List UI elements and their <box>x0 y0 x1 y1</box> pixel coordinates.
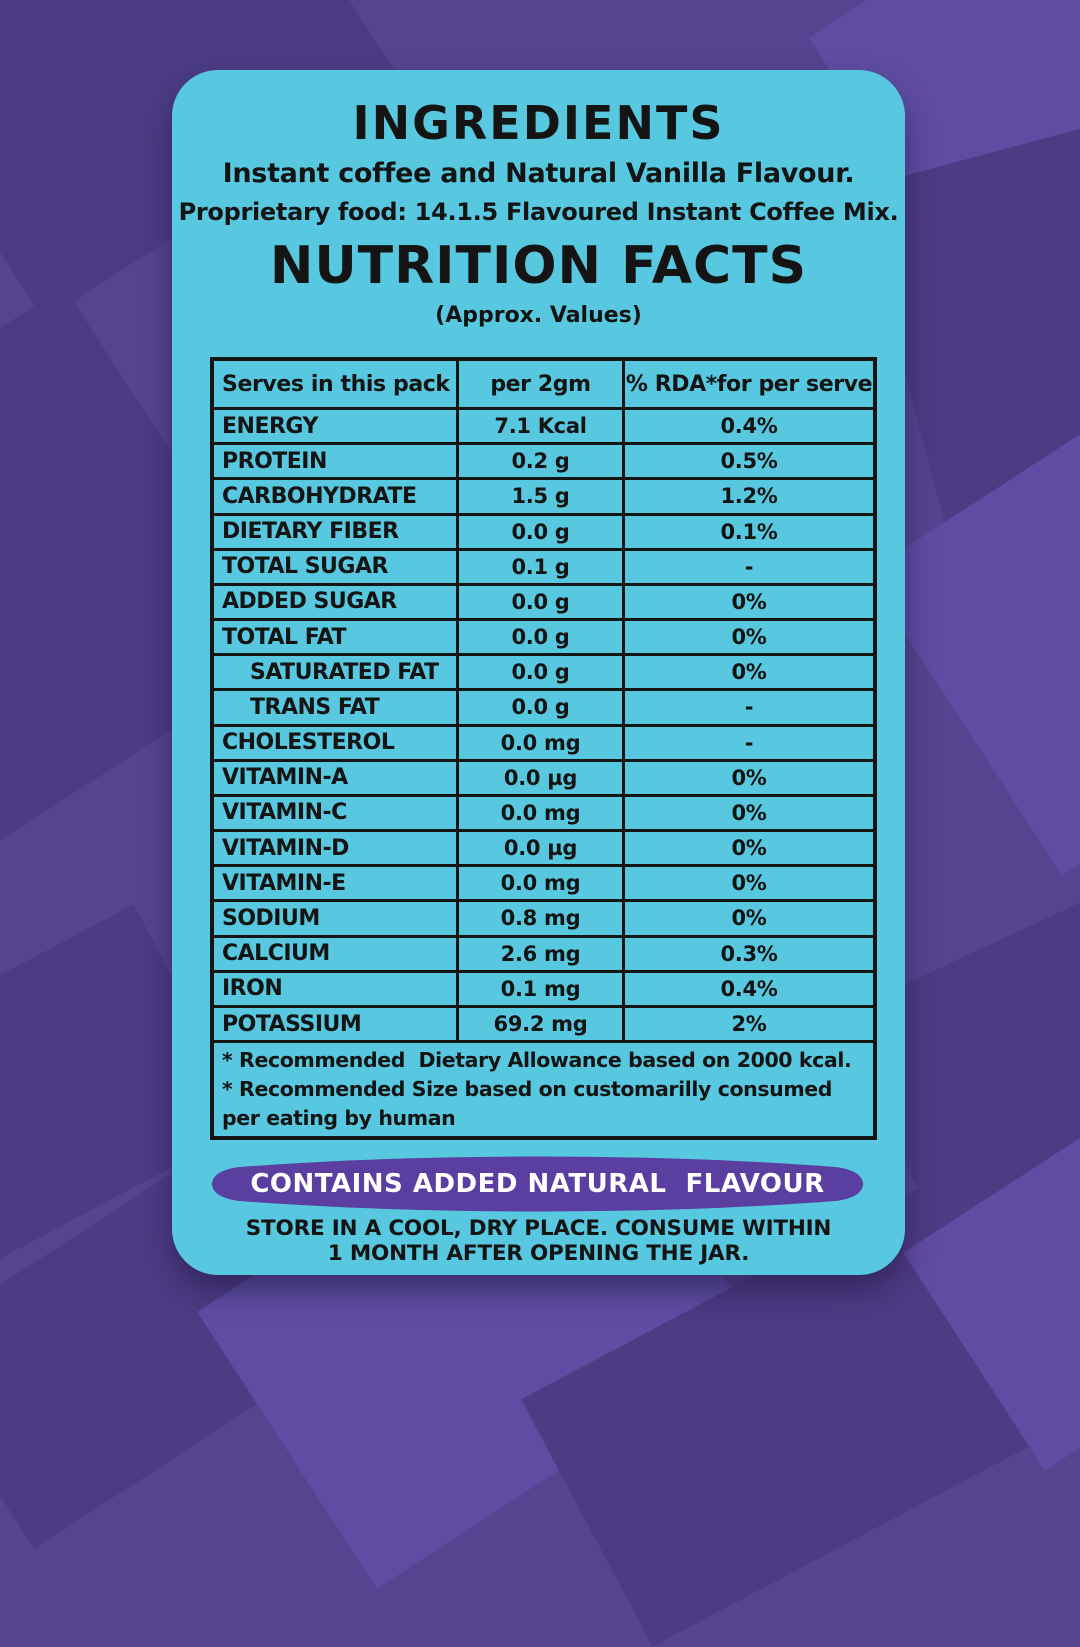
table-row: CALCIUM 2.6 mg 0.3% <box>214 934 873 970</box>
nutrient-value: 7.1 Kcal <box>459 410 625 443</box>
table-row: SODIUM 0.8 mg 0% <box>214 899 873 935</box>
header-serves: Serves in this pack <box>214 361 459 407</box>
table-row: DIETARY FIBER 0.0 g 0.1% <box>214 512 873 548</box>
nutrient-value: 0.0 g <box>459 515 625 548</box>
table-row: VITAMIN-E 0.0 mg 0% <box>214 864 873 900</box>
table-row: SATURATED FAT 0.0 g 0% <box>214 653 873 689</box>
table-row: VITAMIN-A 0.0 µg 0% <box>214 758 873 794</box>
banner-lens-shape <box>212 1156 863 1212</box>
nutrient-label: TOTAL FAT <box>214 621 459 654</box>
nutrient-value: 0.0 g <box>459 585 625 619</box>
nutrient-value: 2.6 mg <box>459 937 625 970</box>
table-footnote: * Recommended Dietary Allowance based on… <box>222 1048 852 1073</box>
nutrient-value: 0.1 g <box>459 550 625 583</box>
nutrient-rda: 0% <box>731 871 767 896</box>
nutrient-label: PROTEIN <box>214 445 459 478</box>
table-header-row: Serves in this pack per 2gm % RDA*for pe… <box>214 361 873 407</box>
table-row: POTASSIUM 69.2 mg 2% <box>214 1004 873 1041</box>
header-per-2gm: per 2gm <box>459 361 625 407</box>
nutrition-facts-title: NUTRITION FACTS <box>269 236 808 296</box>
table-row: ADDED SUGAR 0.0 g 0% <box>214 582 873 619</box>
nutrient-value: 0.1 mg <box>459 972 625 1005</box>
nutrient-rda: 0.4% <box>720 414 778 439</box>
table-row: ENERGY 7.1 Kcal 0.4% <box>214 407 873 443</box>
nutrient-label: ADDED SUGAR <box>214 585 459 619</box>
ingredients-title: INGREDIENTS <box>352 96 725 150</box>
table-footnote: * Recommended Size based on customarilly… <box>222 1077 839 1131</box>
nutrient-rda: 0% <box>731 589 767 614</box>
table-row: CARBOHYDRATE 1.5 g 1.2% <box>214 477 873 513</box>
nutrient-rda: 0% <box>731 625 767 650</box>
nutrient-rda: 0% <box>731 765 767 790</box>
table-row: VITAMIN-C 0.0 mg 0% <box>214 793 873 830</box>
nutrient-value: 0.0 mg <box>459 867 625 900</box>
nutrient-value: 0.2 g <box>459 445 625 478</box>
table-footnotes: * Recommended Dietary Allowance based on… <box>214 1040 873 1136</box>
nutrient-label: VITAMIN-A <box>214 761 459 794</box>
nutrient-label: CARBOHYDRATE <box>214 480 459 513</box>
added-flavour-banner: CONTAINS ADDED NATURAL FLAVOUR <box>206 1152 869 1216</box>
nutrient-rda: 0.1% <box>720 519 778 544</box>
storage-note-line1: STORE IN A COOL, DRY PLACE. CONSUME WITH… <box>245 1216 832 1241</box>
table-row: PROTEIN 0.2 g 0.5% <box>214 442 873 478</box>
nutrient-label: TOTAL SUGAR <box>214 550 459 583</box>
nutrient-rda: 1.2% <box>720 484 778 509</box>
nutrient-value: 0.0 g <box>459 621 625 654</box>
nutrient-value: 0.0 µg <box>459 761 625 794</box>
nutrient-label: CHOLESTEROL <box>214 726 459 759</box>
table-row: TOTAL FAT 0.0 g 0% <box>214 618 873 654</box>
nutrient-rda: - <box>744 730 754 755</box>
nutrient-value: 1.5 g <box>459 480 625 513</box>
approx-values-subtitle: (Approx. Values) <box>435 303 642 328</box>
nutrient-label: VITAMIN-D <box>214 832 459 865</box>
ingredients-text: Instant coffee and Natural Vanilla Flavo… <box>222 158 855 189</box>
nutrient-rda: 0.3% <box>720 941 778 966</box>
nutrition-table: Serves in this pack per 2gm % RDA*for pe… <box>210 357 877 1140</box>
nutrient-label: SATURATED FAT <box>214 656 459 689</box>
nutrient-rda: 0% <box>731 800 767 825</box>
nutrient-value: 0.0 µg <box>459 832 625 865</box>
nutrient-label: SODIUM <box>214 902 459 935</box>
nutrient-label: POTASSIUM <box>214 1007 459 1041</box>
nutrient-rda: 2% <box>731 1012 767 1036</box>
nutrient-rda: 0% <box>731 836 767 861</box>
nutrient-rda: 0% <box>731 660 767 685</box>
nutrient-label: VITAMIN-E <box>214 867 459 900</box>
nutrient-rda: 0.5% <box>720 449 778 474</box>
nutrient-value: 69.2 mg <box>459 1007 625 1041</box>
nutrient-value: 0.0 mg <box>459 796 625 830</box>
header-rda: % RDA*for per serve <box>625 371 873 397</box>
nutrient-label: TRANS FAT <box>214 691 459 724</box>
nutrient-rda: - <box>744 695 754 720</box>
table-row: TOTAL SUGAR 0.1 g - <box>214 547 873 583</box>
nutrient-rda: - <box>744 554 754 579</box>
storage-note-line2: 1 MONTH AFTER OPENING THE JAR. <box>327 1241 750 1266</box>
nutrient-label: VITAMIN-C <box>214 796 459 830</box>
nutrient-value: 0.8 mg <box>459 902 625 935</box>
nutrient-label: DIETARY FIBER <box>214 515 459 548</box>
table-row: CHOLESTEROL 0.0 mg - <box>214 723 873 759</box>
nutrient-value: 0.0 g <box>459 656 625 689</box>
storage-note: STORE IN A COOL, DRY PLACE. CONSUME WITH… <box>172 1216 905 1266</box>
nutrient-label: IRON <box>214 972 459 1005</box>
nutrient-value: 0.0 mg <box>459 726 625 759</box>
nutrient-label: CALCIUM <box>214 937 459 970</box>
nutrition-label-card: INGREDIENTS Instant coffee and Natural V… <box>172 70 905 1275</box>
table-row: VITAMIN-D 0.0 µg 0% <box>214 829 873 865</box>
table-row: TRANS FAT 0.0 g - <box>214 688 873 724</box>
table-row: IRON 0.1 mg 0.4% <box>214 969 873 1005</box>
nutrient-value: 0.0 g <box>459 691 625 724</box>
nutrient-rda: 0.4% <box>720 976 778 1001</box>
proprietary-food-text: Proprietary food: 14.1.5 Flavoured Insta… <box>178 198 899 226</box>
nutrient-rda: 0% <box>731 906 767 931</box>
nutrient-label: ENERGY <box>214 410 459 443</box>
banner-label: CONTAINS ADDED NATURAL FLAVOUR <box>250 1169 825 1199</box>
